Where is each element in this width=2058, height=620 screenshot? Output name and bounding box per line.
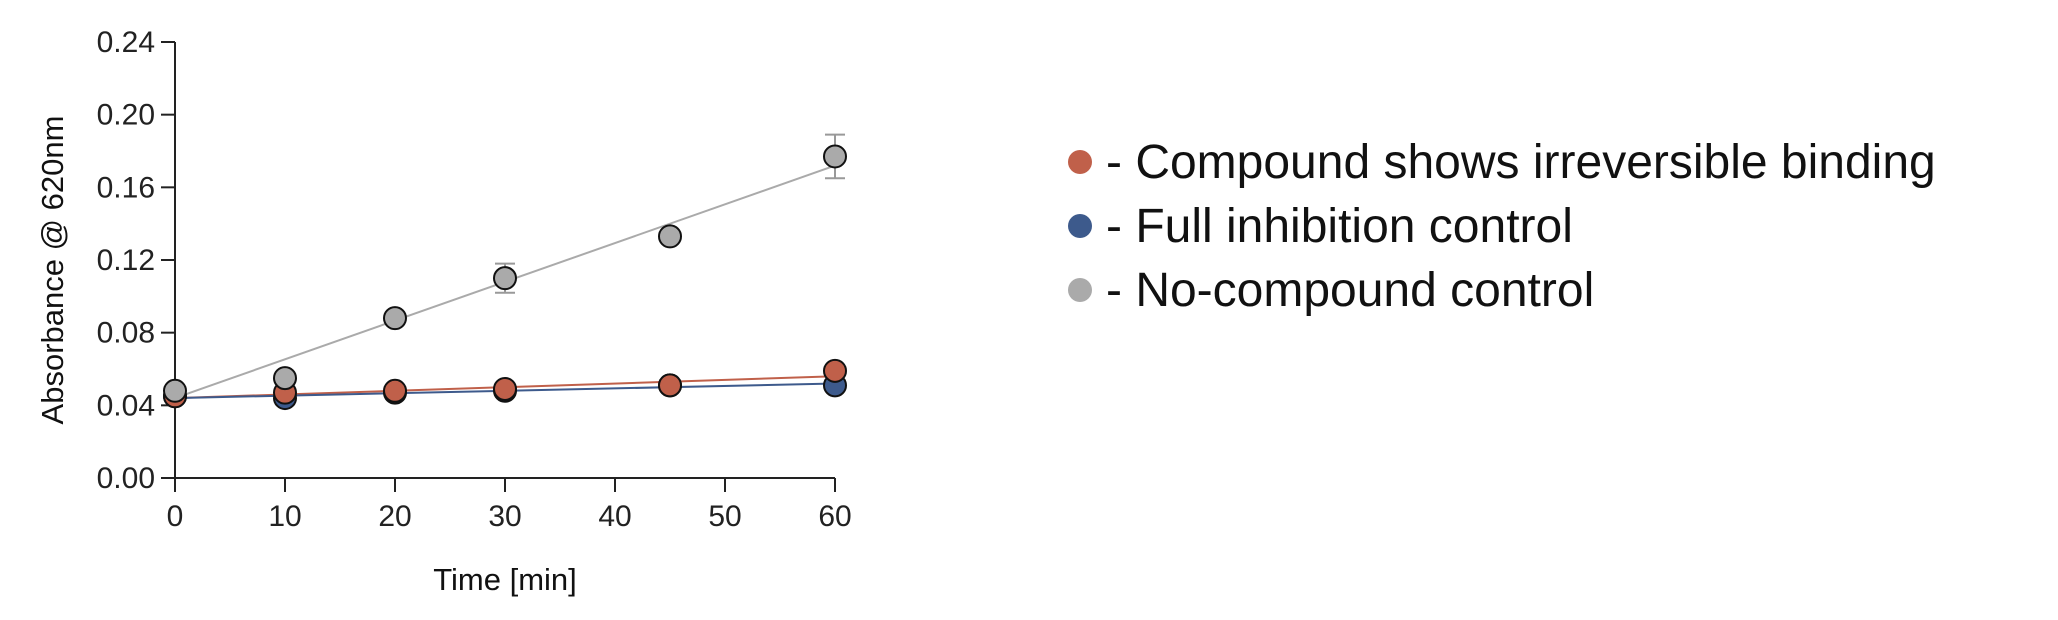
y-tick-label: 0.04 [97, 389, 155, 422]
data-point [658, 373, 682, 398]
data-points [163, 144, 847, 411]
legend-item-compound: - Compound shows irreversible binding [1068, 130, 1936, 194]
x-tick-label: 20 [378, 500, 411, 533]
legend-label-full-inhibition: - Full inhibition control [1106, 199, 1573, 253]
y-tick-label: 0.16 [97, 171, 155, 204]
data-point [823, 144, 847, 169]
y-tick-label: 0.12 [97, 244, 155, 277]
data-point [163, 378, 187, 403]
data-point [493, 376, 517, 401]
legend-item-no-compound: - No-compound control [1068, 258, 1936, 322]
x-tick-label: 60 [818, 500, 851, 533]
y-tick-label: 0.08 [97, 317, 155, 350]
chart-axes: 0.00 0.04 0.08 0.12 0.16 0.20 0.24 0 10 20 30 40 50 6… [97, 26, 852, 533]
legend-marker-compound [1068, 150, 1092, 174]
error-bars [495, 133, 845, 294]
legend-label-no-compound: - No-compound control [1106, 263, 1595, 317]
data-point [658, 224, 682, 249]
x-tick-label: 40 [598, 500, 631, 533]
y-tick-label: 0.00 [97, 462, 155, 495]
data-point [493, 266, 517, 291]
data-point [273, 366, 297, 391]
x-tick-label: 50 [708, 500, 741, 533]
legend-item-full-inhibition: - Full inhibition control [1068, 194, 1936, 258]
legend-label-compound: - Compound shows irreversible binding [1106, 135, 1936, 189]
x-tick-label: 10 [268, 500, 301, 533]
x-axis-title: Time [min] [433, 562, 577, 597]
data-point [823, 358, 847, 383]
absorbance-chart: 0.00 0.04 0.08 0.12 0.16 0.20 0.24 0 10 20 30 40 50 6… [35, 26, 852, 597]
x-tick-label: 30 [488, 500, 521, 533]
data-point [383, 378, 407, 403]
chart-legend: - Compound shows irreversible binding - … [1068, 130, 1936, 322]
legend-marker-no-compound [1068, 278, 1092, 302]
y-axis-title: Absorbance @ 620nm [35, 116, 70, 425]
data-point [383, 306, 407, 331]
x-tick-label: 0 [167, 500, 184, 533]
y-tick-label: 0.24 [97, 26, 155, 59]
legend-marker-full-inhibition [1068, 214, 1092, 238]
y-tick-label: 0.20 [97, 99, 155, 132]
